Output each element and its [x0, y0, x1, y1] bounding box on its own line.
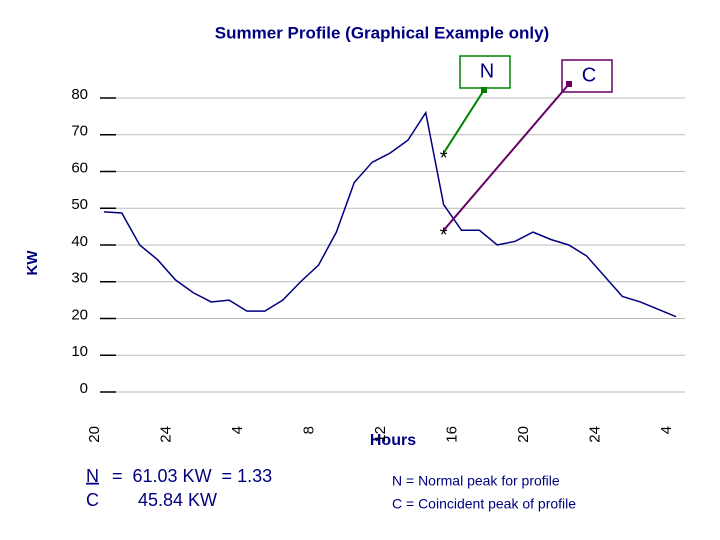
y-tick-label: 30	[71, 270, 88, 287]
y-axis-label: KW	[24, 250, 41, 276]
x-tick-label: 4	[658, 426, 675, 434]
y-tick-label: 10	[71, 343, 88, 360]
y-tick-label: 70	[71, 123, 88, 140]
arrow-tail	[566, 81, 572, 87]
y-tick-label: 40	[71, 233, 88, 250]
note-letter: C	[86, 490, 99, 510]
annotation-marker: *	[440, 225, 448, 247]
legend-note: C = Coincident peak of profile	[392, 496, 576, 512]
y-tick-label: 80	[71, 86, 88, 103]
x-tick-label: 20	[86, 426, 103, 443]
x-tick-label: 16	[444, 426, 461, 443]
annotation-box	[561, 59, 613, 93]
x-tick-label: 8	[301, 426, 318, 434]
x-tick-label: 24	[157, 426, 174, 443]
chart-title: Summer Profile (Graphical Example only)	[215, 23, 549, 42]
y-tick-label: 20	[71, 306, 88, 323]
note-letter: N	[86, 466, 99, 486]
annotation-arrow	[442, 89, 485, 154]
arrow-tail	[481, 87, 487, 93]
legend-note: N = Normal peak for profile	[392, 473, 560, 489]
line-series	[103, 110, 677, 318]
x-tick-label: 12	[372, 426, 389, 443]
annotation-marker: *	[440, 147, 448, 169]
y-tick-label: 60	[71, 159, 88, 176]
x-axis-label: Hours	[370, 432, 416, 449]
note-text: 45.84 KW	[138, 490, 217, 510]
x-tick-label: 24	[587, 426, 604, 443]
note-text: = 61.03 KW = 1.33	[112, 466, 272, 486]
y-tick-label: 50	[71, 196, 88, 213]
x-tick-label: 20	[515, 426, 532, 443]
annotation-label: C	[582, 64, 596, 86]
x-tick-label: 4	[229, 426, 246, 434]
annotation-arrow	[442, 83, 570, 231]
y-tick-label: 0	[80, 380, 88, 397]
annotation-label: N	[480, 60, 494, 82]
